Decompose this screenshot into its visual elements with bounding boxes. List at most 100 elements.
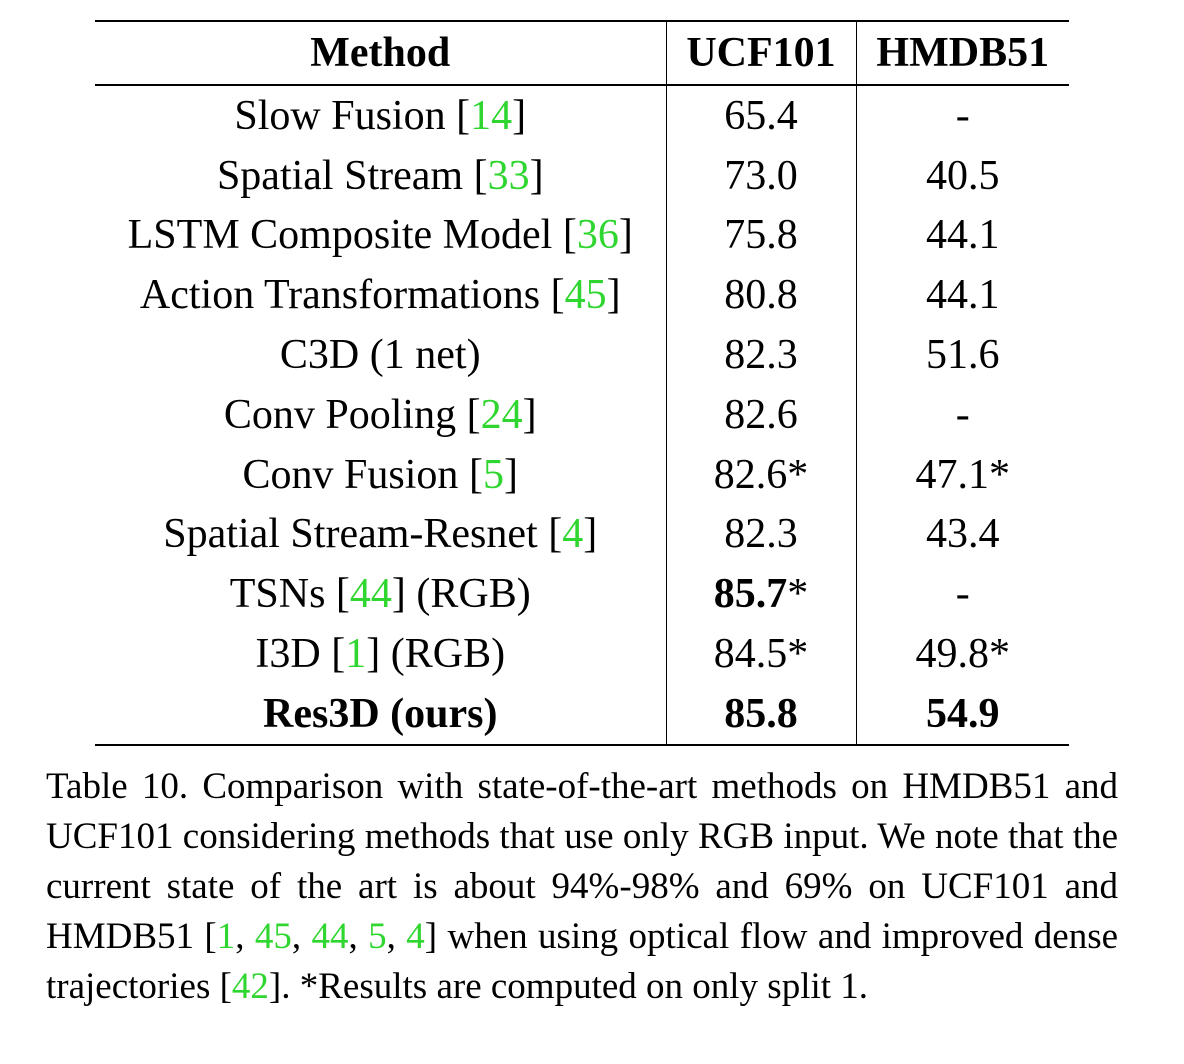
method-name: Slow Fusion xyxy=(234,92,446,139)
method-name: Spatial Stream-Resnet xyxy=(163,511,538,558)
method-cell: LSTM Composite Model [36] xyxy=(95,205,667,266)
method-cell: Action Transformations [45] xyxy=(95,265,667,326)
ucf101-cell: 65.4 xyxy=(666,85,857,146)
ucf101-value: 80.8 xyxy=(724,272,798,319)
method-name: Action Transformations xyxy=(139,272,541,319)
ucf101-value: 82.3 xyxy=(724,511,798,558)
citation-link[interactable]: 44 xyxy=(349,571,392,618)
method-name: Res3D (ours) xyxy=(263,690,498,737)
hmdb51-value: 54.9 xyxy=(926,690,1000,737)
method-cell: Res3D (ours) xyxy=(95,683,667,745)
caption-citation-link[interactable]: 5 xyxy=(368,916,387,957)
table-row: Conv Fusion [5] 82.6* 47.1* xyxy=(95,444,1069,505)
method-name: Conv Pooling xyxy=(223,391,457,438)
ucf101-cell: 82.3 xyxy=(666,504,857,565)
hmdb51-value: 44.1 xyxy=(926,272,1000,319)
ucf101-cell: 73.0 xyxy=(666,145,857,206)
hmdb51-cell: 49.8* xyxy=(856,624,1069,684)
table-row: LSTM Composite Model [36] 75.8 44.1 xyxy=(95,205,1069,266)
ucf101-cell: 80.8 xyxy=(666,265,857,326)
method-name: C3D (1 net) xyxy=(279,332,481,379)
header-method: Method xyxy=(95,21,667,85)
table-body: Slow Fusion [14] 65.4 - Spatial Stream [33]… xyxy=(95,85,1069,745)
method-name: Spatial Stream xyxy=(216,152,464,199)
hmdb51-value: 47.1* xyxy=(915,451,1011,498)
hmdb51-value: - xyxy=(955,391,970,438)
method-name: Conv Fusion xyxy=(242,451,459,498)
table-row: Conv Pooling [24] 82.6 - xyxy=(95,384,1069,445)
table-row: Action Transformations [45] 80.8 44.1 xyxy=(95,265,1069,326)
hmdb51-cell: 40.5 xyxy=(856,146,1069,206)
hmdb51-cell: 47.1* xyxy=(856,445,1069,505)
ucf101-value: 75.8 xyxy=(724,212,798,259)
ucf101-value: 84.5* xyxy=(713,631,809,678)
table-row: Spatial Stream [33] 73.0 40.5 xyxy=(95,145,1069,206)
hmdb51-cell: - xyxy=(856,85,1069,146)
method-cell: I3D [1] (RGB) xyxy=(95,624,667,684)
citation-link[interactable]: 36 xyxy=(576,212,619,259)
hmdb51-value: 40.5 xyxy=(926,152,1000,199)
table-row: Res3D (ours) 85.8 54.9 xyxy=(95,683,1069,745)
caption-citation-link[interactable]: 44 xyxy=(311,916,349,957)
caption-text: , xyxy=(348,916,369,957)
citation-link[interactable]: 24 xyxy=(480,391,523,438)
hmdb51-cell: 51.6 xyxy=(856,325,1069,385)
hmdb51-value: 49.8* xyxy=(915,631,1011,678)
ucf101-cell: 75.8 xyxy=(666,205,857,266)
hmdb51-value: 43.4 xyxy=(926,511,1000,558)
hmdb51-cell: 43.4 xyxy=(856,505,1069,565)
header-hmdb51: HMDB51 xyxy=(876,30,1050,76)
hmdb51-value: 51.6 xyxy=(926,332,1000,379)
ucf101-value: 82.6 xyxy=(724,391,798,438)
method-name: I3D xyxy=(255,631,321,678)
ucf101-cell: 82.3 xyxy=(666,325,857,385)
table-row: I3D [1] (RGB) 84.5* 49.8* xyxy=(95,624,1069,684)
caption-text: , xyxy=(291,916,312,957)
citation-link[interactable]: 5 xyxy=(482,451,504,498)
table-caption: Table 10. Comparison with state-of-the-a… xyxy=(46,762,1118,1012)
ucf101-value: 85.8 xyxy=(724,690,798,737)
split1-marker: * xyxy=(787,571,809,618)
method-cell: Conv Fusion [5] xyxy=(95,444,667,505)
caption-text: ] when using optical flow and improved d… xyxy=(46,916,1119,1007)
method-cell: Spatial Stream [33] xyxy=(95,145,667,206)
method-name: TSNs xyxy=(229,571,326,618)
ucf101-cell: 84.5* xyxy=(666,624,857,684)
citation-link[interactable]: 14 xyxy=(470,92,513,139)
method-name: LSTM Composite Model xyxy=(127,212,553,259)
method-suffix: (RGB) xyxy=(390,631,506,678)
caption-text: , xyxy=(386,916,407,957)
ucf101-cell: 82.6* xyxy=(666,444,857,505)
ucf101-value: 85.7 xyxy=(713,571,788,618)
caption-citation-link[interactable]: 1 xyxy=(216,916,236,957)
ucf101-value: 82.6* xyxy=(713,451,809,498)
citation-link[interactable]: 33 xyxy=(487,152,530,199)
ucf101-cell: 82.6 xyxy=(666,384,857,445)
method-suffix: (RGB) xyxy=(416,571,531,618)
hmdb51-value: - xyxy=(955,571,970,618)
comparison-table-container: Method UCF101 HMDB51 Slow Fusion [14] 65.… xyxy=(95,20,1069,746)
method-cell: Conv Pooling [24] xyxy=(95,384,667,445)
caption-text: , xyxy=(235,916,255,957)
hmdb51-cell: 54.9 xyxy=(856,684,1069,745)
header-row: Method UCF101 HMDB51 xyxy=(95,21,1069,85)
caption-citation-link[interactable]: 42 xyxy=(231,966,269,1007)
hmdb51-cell: - xyxy=(856,385,1069,445)
ucf101-cell: 85.7* xyxy=(666,564,857,625)
comparison-table: Method UCF101 HMDB51 Slow Fusion [14] 65.… xyxy=(95,20,1069,746)
caption-text: Table 10. Comparison with state-of-the-a… xyxy=(46,766,1118,957)
caption-citation-link[interactable]: 45 xyxy=(254,916,292,957)
table-header: Method UCF101 HMDB51 xyxy=(95,21,1069,85)
citation-link[interactable]: 45 xyxy=(564,272,607,319)
hmdb51-cell: 44.1 xyxy=(856,206,1069,266)
ucf101-value: 73.0 xyxy=(724,152,798,199)
caption-text: ]. *Results are computed on only split 1… xyxy=(268,966,869,1007)
caption-citation-link[interactable]: 4 xyxy=(406,916,425,957)
ucf101-value: 82.3 xyxy=(724,332,798,379)
hmdb51-cell: - xyxy=(856,564,1069,624)
method-cell: C3D (1 net) xyxy=(95,325,667,385)
citation-link[interactable]: 1 xyxy=(345,631,367,678)
table-row: C3D (1 net) 82.3 51.6 xyxy=(95,325,1069,385)
hmdb51-cell: 44.1 xyxy=(856,265,1069,325)
citation-link[interactable]: 4 xyxy=(562,511,584,558)
